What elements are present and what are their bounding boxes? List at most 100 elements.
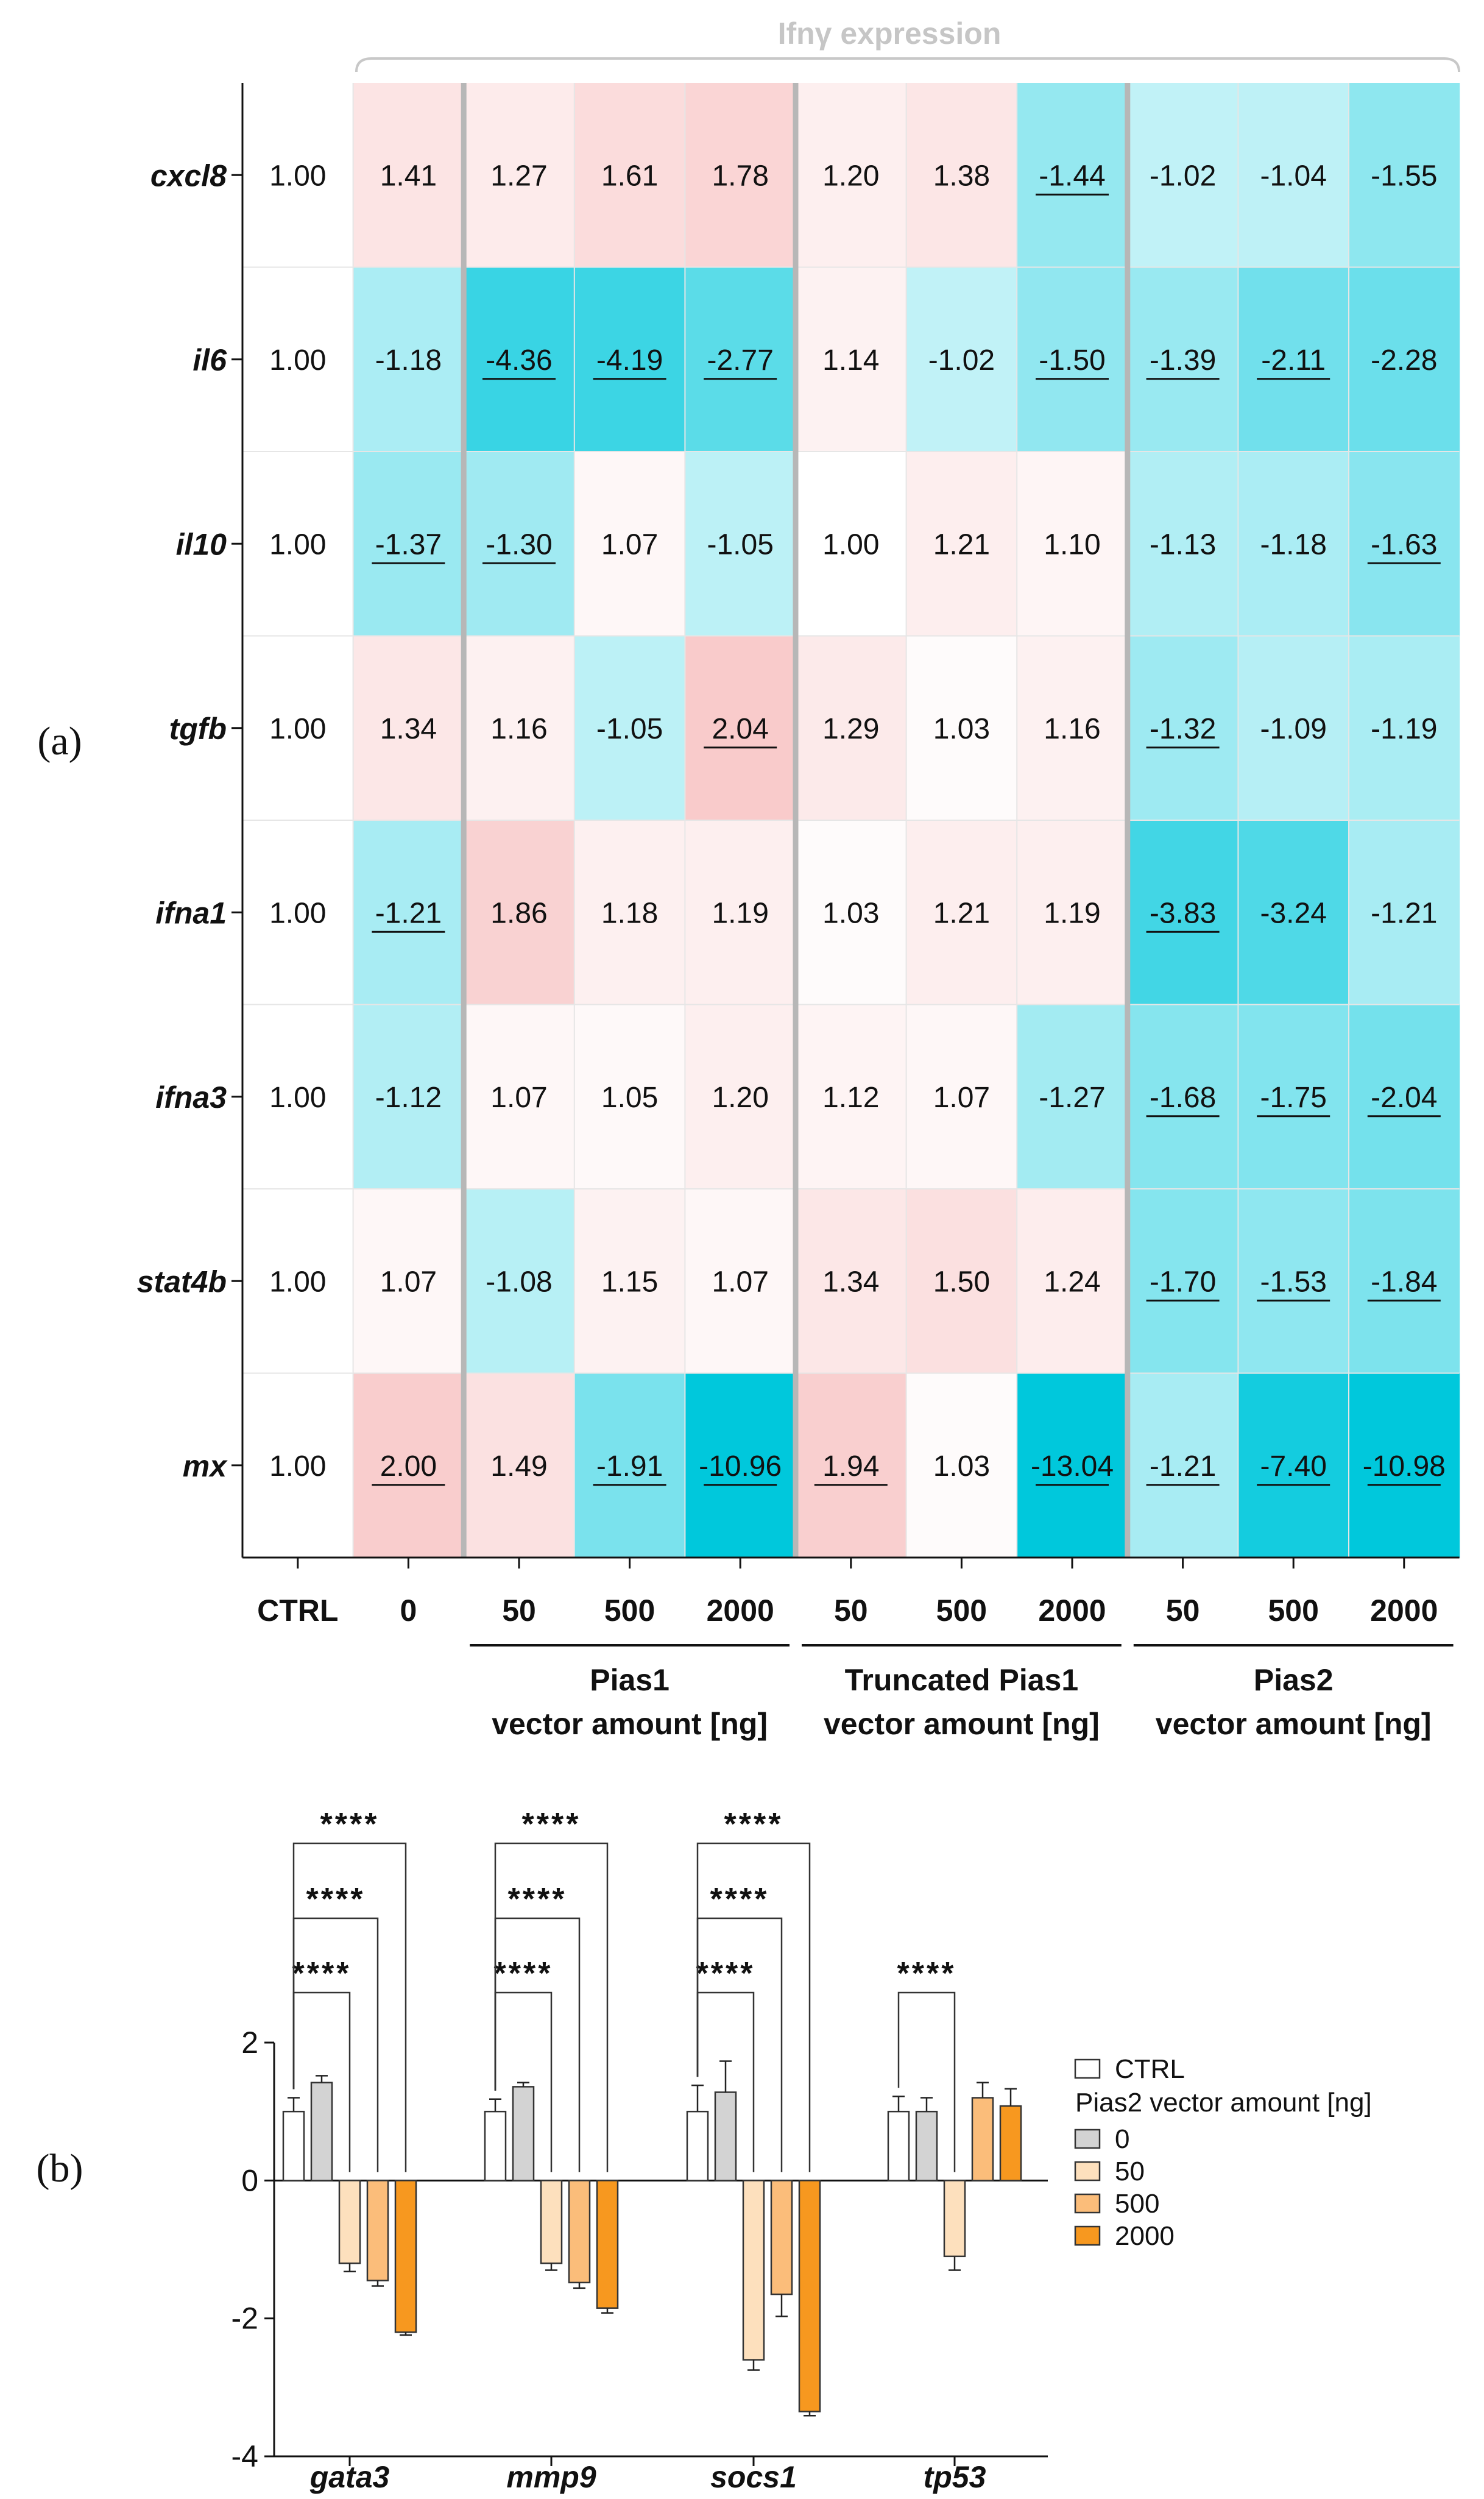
heatmap-cell-il10-5: [796, 452, 907, 637]
heatmap-cell-cxcl8-5: [796, 83, 907, 268]
heatmap-cell-il10-3: [574, 452, 685, 637]
cell-value: 1.00: [269, 1450, 326, 1483]
heatmap-cell-stat4b-10: [1349, 1189, 1460, 1374]
heatmap-cell-mx-5: [796, 1373, 907, 1558]
heatmap-cell-il10-4: [685, 452, 796, 637]
cell-value: -1.05: [707, 528, 773, 561]
bar-socs1-2000: [798, 2180, 821, 2412]
bar-y-tick-label: -2: [231, 2302, 258, 2336]
legend-swatch-ctrl: [1074, 2058, 1101, 2079]
significance-stars: ****: [306, 1882, 366, 1917]
cell-value: -1.09: [1260, 713, 1326, 745]
cell-value: 1.29: [822, 713, 879, 745]
legend-label: 2000: [1115, 2221, 1175, 2251]
heatmap-cell-cxcl8-6: [906, 83, 1017, 268]
heatmap-panel: Ifnγ expression 1.00 1.41 1.27 1.61 1.78 1.20…: [37, 16, 1460, 1741]
bar-gata3-CTRL: [282, 2110, 305, 2182]
heatmap-cell-il10-10: [1349, 452, 1460, 637]
cell-value: 1.05: [601, 1082, 658, 1114]
heatmap-cell-tgfb-4: [685, 636, 796, 821]
significance-stars: ****: [897, 1956, 956, 1991]
cell-value: -1.84: [1371, 1266, 1437, 1298]
heatmap-cell-tgfb-10: [1349, 636, 1460, 821]
cell-value: 1.00: [269, 1266, 326, 1298]
bar-gata3-2000: [394, 2180, 417, 2333]
heatmap-cell-stat4b-0: [242, 1189, 354, 1374]
cell-value: -1.50: [1039, 344, 1105, 377]
cell-value: 1.34: [822, 1266, 879, 1298]
gene-label: il6: [193, 343, 227, 377]
cell-value: -1.37: [375, 528, 442, 561]
category-label: mmp9: [506, 2460, 596, 2494]
significance-stars: ****: [292, 1956, 352, 1991]
group-label: Pias2: [1254, 1663, 1334, 1697]
cell-value: 1.14: [822, 344, 879, 377]
title-bracket: [355, 57, 1460, 73]
cell-value: 1.15: [601, 1266, 658, 1298]
legend-label: 500: [1115, 2189, 1159, 2219]
bar-tp53-2000: [999, 2105, 1022, 2182]
heatmap-cell-ifna1-5: [796, 820, 907, 1005]
bar-mmp9-CTRL: [484, 2110, 507, 2182]
heatmap-cell-cxcl8-3: [574, 83, 685, 268]
heatmap-cell-stat4b-9: [1238, 1189, 1349, 1374]
legend-swatch-0: [1074, 2129, 1101, 2149]
cell-value: -7.40: [1260, 1450, 1326, 1483]
column-label: 2000: [1038, 1593, 1106, 1628]
heatmap-cell-stat4b-8: [1127, 1189, 1238, 1374]
cell-value: -1.13: [1150, 528, 1216, 561]
bar-y-tick-label: -4: [231, 2439, 258, 2473]
cell-value: 1.21: [933, 897, 990, 929]
heatmap-cell-ifna1-10: [1349, 820, 1460, 1005]
heatmap-cell-stat4b-7: [1017, 1189, 1128, 1374]
cell-value: 1.49: [490, 1450, 547, 1483]
cell-value: -2.04: [1371, 1082, 1437, 1114]
cell-value: -1.04: [1260, 160, 1326, 192]
cell-value: -1.91: [596, 1450, 663, 1483]
cell-value: 1.16: [490, 713, 547, 745]
cell-value: -1.08: [486, 1266, 552, 1298]
heatmap-cell-ifna3-6: [906, 1004, 1017, 1189]
cell-value: 1.00: [822, 528, 879, 561]
heatmap-cell-tgfb-3: [574, 636, 685, 821]
heatmap-cell-mx-3: [574, 1373, 685, 1558]
heatmap-cell-cxcl8-0: [242, 83, 354, 268]
cell-value: 1.07: [490, 1082, 547, 1114]
cell-value: -1.02: [928, 344, 995, 377]
cell-value: 1.00: [269, 713, 326, 745]
cell-value: -2.77: [707, 344, 773, 377]
cell-value: -1.53: [1260, 1266, 1326, 1298]
heatmap-cell-stat4b-3: [574, 1189, 685, 1374]
heatmap-cell-ifna1-2: [464, 820, 575, 1005]
cell-value: -1.39: [1150, 344, 1216, 377]
category-label: tp53: [924, 2460, 986, 2494]
heatmap-cell-il6-5: [796, 267, 907, 452]
heatmap-cell-ifna3-4: [685, 1004, 796, 1189]
cell-value: 1.07: [601, 528, 658, 561]
cell-value: 1.07: [933, 1082, 990, 1114]
cell-value: -10.96: [699, 1450, 782, 1483]
significance-stars: ****: [710, 1882, 769, 1917]
heatmap-cell-il10-6: [906, 452, 1017, 637]
heatmap-cell-mx-8: [1127, 1373, 1238, 1558]
cell-value: -1.05: [596, 713, 663, 745]
significance-stars: ****: [320, 1807, 380, 1842]
bar-socs1-50: [742, 2180, 765, 2361]
cell-value: 1.19: [1044, 897, 1100, 929]
gene-label: stat4b: [137, 1264, 227, 1299]
heatmap-cell-stat4b-2: [464, 1189, 575, 1374]
cell-value: -3.24: [1260, 897, 1326, 929]
heatmap-cell-ifna1-9: [1238, 820, 1349, 1005]
cell-value: 1.61: [601, 160, 658, 192]
cell-value: 1.78: [712, 160, 768, 192]
cell-value: -1.19: [1371, 713, 1437, 745]
heatmap-cell-il6-2: [464, 267, 575, 452]
column-label: 50: [834, 1593, 868, 1628]
heatmap-cell-stat4b-5: [796, 1189, 907, 1374]
cell-value: 1.03: [822, 897, 879, 929]
legend-swatch-50: [1074, 2161, 1101, 2182]
column-label: 2000: [1370, 1593, 1438, 1628]
cell-value: 1.50: [933, 1266, 990, 1298]
group-label: Truncated Pias1: [845, 1663, 1079, 1697]
